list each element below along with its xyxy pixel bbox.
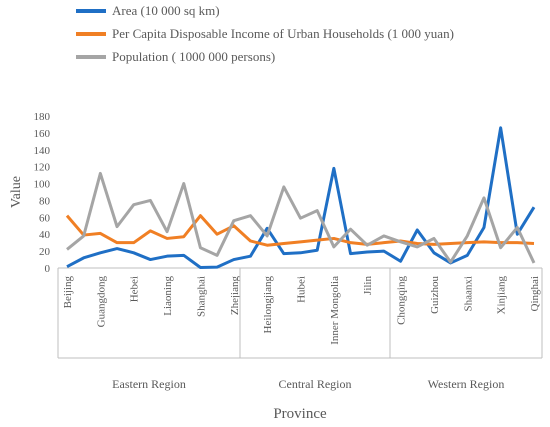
group-label: Central Region [279,377,352,391]
x-tick-label: Jilin [362,276,374,295]
x-axis-title: Province [273,406,327,422]
x-tick-label: Hubei [296,276,308,303]
x-tick-label: Xinjiang [496,276,508,315]
x-tick-label: Qinghai [529,276,541,311]
legend-label: Per Capita Disposable Income of Urban Ho… [112,26,454,41]
x-tick-label: Inner Mongolia [329,276,341,345]
legend: Area (10 000 sq km) Per Capita Disposabl… [72,2,512,71]
legend-entry: Population ( 1000 000 persons) [72,48,512,65]
x-tick-label: Chongqing [396,276,408,325]
x-tick-label: Guangdong [95,276,107,328]
y-tick-label: 140 [34,145,51,157]
legend-swatch [76,32,106,36]
x-tick-label: Zhejiang [229,276,241,316]
y-tick-label: 100 [34,179,51,191]
y-tick-label: 60 [39,212,51,224]
legend-entry: Area (10 000 sq km) [72,2,512,19]
legend-label: Area (10 000 sq km) [112,3,220,18]
series-line [66,126,536,269]
y-tick-label: 160 [34,128,51,140]
series-line [65,214,535,247]
series-line [66,171,536,264]
x-tick-label: Hebei [129,276,141,302]
x-tick-label: Liaoning [162,276,174,316]
x-tick-label: Beijing [62,276,74,309]
y-tick-label: 0 [45,263,51,275]
x-tick-label: Guizhou [429,276,441,314]
legend-label: Population ( 1000 000 persons) [112,49,276,64]
x-tick-label: Shanghai [195,276,207,317]
x-tick-label: Shaanxi [462,276,474,311]
y-tick-label: 180 [34,111,51,123]
legend-entry: Per Capita Disposable Income of Urban Ho… [72,25,512,42]
y-tick-label: 20 [39,246,51,258]
y-tick-label: 40 [39,229,51,241]
group-label: Western Region [428,377,505,391]
y-axis-title: Value [9,176,24,208]
group-label: Eastern Region [112,377,186,391]
y-tick-label: 80 [39,195,51,207]
legend-swatch [76,9,106,13]
y-tick-label: 120 [34,162,51,174]
x-tick-label: Heilongjiang [262,276,274,334]
legend-swatch [76,55,106,59]
